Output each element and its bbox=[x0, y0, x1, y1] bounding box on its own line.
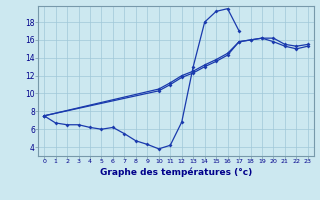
X-axis label: Graphe des températures (°c): Graphe des températures (°c) bbox=[100, 167, 252, 177]
